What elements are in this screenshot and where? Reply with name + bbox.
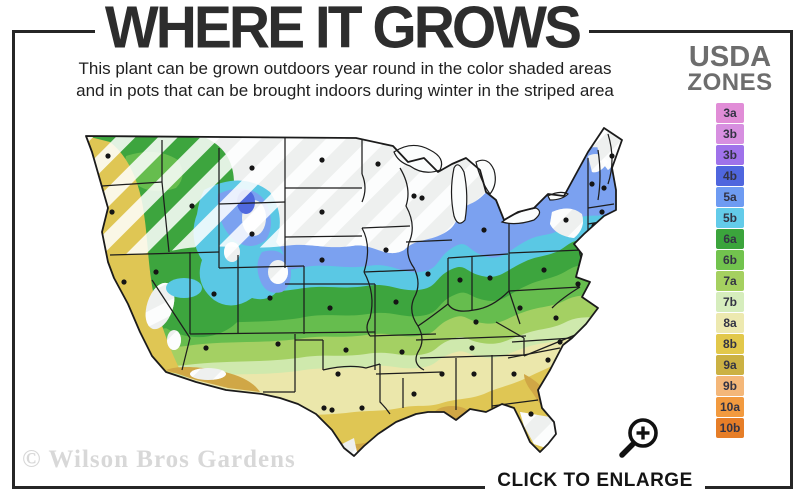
city-dot xyxy=(203,345,209,351)
city-dot xyxy=(457,277,463,283)
usa-outline xyxy=(85,127,623,457)
city-dot xyxy=(601,185,607,191)
city-dot xyxy=(425,271,431,277)
city-dot xyxy=(153,269,159,275)
legend-zone-swatch: 3b xyxy=(716,145,744,166)
city-dot xyxy=(393,299,399,305)
usa-zone-map[interactable] xyxy=(56,112,674,464)
legend-zone-swatch: 9a xyxy=(716,355,744,376)
city-dot xyxy=(319,209,325,215)
city-dot xyxy=(319,157,325,163)
city-dot xyxy=(343,347,349,353)
legend-zone-swatch: 4b xyxy=(716,166,744,187)
city-dot xyxy=(557,339,563,345)
subtitle-line2: and in pots that can be brought indoors … xyxy=(76,80,614,100)
city-dot xyxy=(359,405,365,411)
usda-zones-legend: USDA ZONES 3a 3b 3b 4b 5a 5b 6a 6b 7a 7b 8a 8b 9a 9b 1… xyxy=(682,41,778,439)
city-dot xyxy=(575,281,581,287)
legend-zone-swatch: 3b xyxy=(716,124,744,145)
city-dot xyxy=(249,231,255,237)
city-dot xyxy=(321,405,327,411)
legend-zone-swatch: 3a xyxy=(716,103,744,124)
city-dot xyxy=(249,165,255,171)
city-dot xyxy=(329,407,335,413)
city-dot xyxy=(211,291,217,297)
legend-zone-swatch: 6a xyxy=(716,229,744,250)
city-dot xyxy=(327,305,333,311)
legend-zone-swatch: 7a xyxy=(716,271,744,292)
city-dot xyxy=(383,247,389,253)
state-borders xyxy=(101,133,615,415)
city-dot xyxy=(517,305,523,311)
click-to-enlarge-button[interactable]: CLICK TO ENLARGE xyxy=(485,470,705,492)
legend-heading-usda: USDA xyxy=(688,41,772,73)
legend-zone-list: 3a 3b 3b 4b 5a 5b 6a 6b 7a 7b 8a 8b 9a 9b 10a 10b xyxy=(682,103,778,439)
city-dot xyxy=(275,341,281,347)
city-dot xyxy=(528,411,534,417)
legend-zone-swatch: 10a xyxy=(716,397,744,418)
city-dot xyxy=(469,345,475,351)
legend-zone-swatch: 5a xyxy=(716,187,744,208)
legend-zone-swatch: 7b xyxy=(716,292,744,313)
magnifier-plus-icon[interactable] xyxy=(616,414,664,462)
legend-zone-swatch: 8b xyxy=(716,334,744,355)
lake-michigan xyxy=(450,164,468,224)
city-dot xyxy=(399,349,405,355)
city-dot xyxy=(335,371,341,377)
subtitle: This plant can be grown outdoors year ro… xyxy=(30,58,660,102)
city-dots xyxy=(105,153,615,445)
legend-zone-swatch: 8a xyxy=(716,313,744,334)
city-dot xyxy=(419,195,425,201)
city-dot xyxy=(609,153,615,159)
city-dot xyxy=(439,371,445,377)
city-dot xyxy=(511,371,517,377)
city-dot xyxy=(473,319,479,325)
legend-zone-swatch: 10b xyxy=(716,418,744,439)
city-dot xyxy=(471,371,477,377)
city-dot xyxy=(563,217,569,223)
city-dot xyxy=(189,203,195,209)
city-dot xyxy=(267,295,273,301)
page-title: WHERE IT GROWS xyxy=(94,0,590,59)
city-dot xyxy=(375,161,381,167)
city-dot xyxy=(121,279,127,285)
watermark: © Wilson Bros Gardens xyxy=(22,446,296,473)
city-dot xyxy=(411,391,417,397)
city-dot xyxy=(487,275,493,281)
city-dot xyxy=(599,209,605,215)
city-dot xyxy=(553,315,559,321)
city-dot xyxy=(589,181,595,187)
lake-huron xyxy=(475,159,496,195)
legend-zone-swatch: 6b xyxy=(716,250,744,271)
legend-heading: USDA ZONES xyxy=(682,41,778,96)
city-dot xyxy=(411,193,417,199)
city-dot xyxy=(109,209,115,215)
city-dot xyxy=(541,267,547,273)
city-dot xyxy=(481,227,487,233)
city-dot xyxy=(545,357,551,363)
subtitle-line1: This plant can be grown outdoors year ro… xyxy=(78,59,612,78)
legend-heading-zones: ZONES xyxy=(687,68,773,96)
city-dot xyxy=(319,257,325,263)
legend-zone-swatch: 9b xyxy=(716,376,744,397)
click-to-enlarge-wrap: CLICK TO ENLARGE xyxy=(440,470,750,492)
legend-zone-swatch: 5b xyxy=(716,208,744,229)
city-dot xyxy=(105,153,111,159)
page-title-wrap: WHERE IT GROWS xyxy=(12,0,672,59)
